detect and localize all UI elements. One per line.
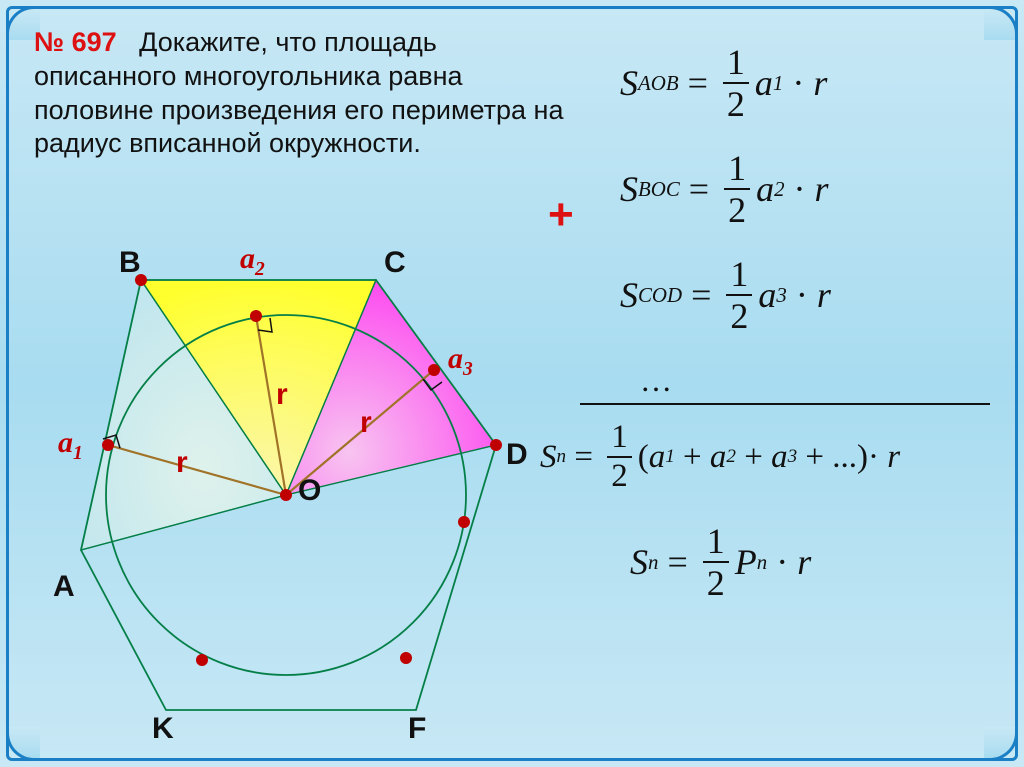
label-D: D [506,438,528,472]
label-C: C [384,246,406,280]
label-a2: a2 [240,242,265,281]
problem-statement: № 697 Докажите, что площадь описанного м… [34,26,564,161]
label-r2: r [276,378,288,412]
formula-SAOB: SAOB = 12 a1 · r [620,44,1000,122]
formula-SBOC: SBOC = 12 a2 · r [620,150,1000,228]
label-r3: r [360,406,372,440]
label-B: B [119,246,141,280]
label-r1: r [176,446,188,480]
pt-t6 [196,654,208,666]
pt-a2 [250,310,262,322]
pt-t4 [458,516,470,528]
label-O: O [298,474,321,508]
plus-sign: + [548,190,574,240]
formula-ellipsis: … [640,362,1000,399]
pt-t5 [400,652,412,664]
formula-final: Sn = 12 Pn · r [630,523,1000,601]
label-a1: a1 [58,426,83,465]
label-K: K [152,712,174,746]
pt-a3 [428,364,440,376]
label-a3: a3 [448,342,473,381]
pt-O [280,489,292,501]
sum-divider [580,403,990,405]
formula-SCOD: SCOD = 12 a3 · r [620,256,1000,334]
formula-sum: Sn = 12 ( a1 + a2 + a3 + ... ) · r [540,421,1000,493]
geometry-diagram: A B C D F K O a1 a2 a3 r r r [26,240,546,740]
label-A: A [53,570,75,604]
label-F: F [408,712,426,746]
formula-block: SAOB = 12 a1 · r SBOC = 12 a2 · r SCOD =… [580,28,1000,629]
problem-number: № 697 [34,27,117,57]
diagram-svg [26,240,546,740]
pt-D [490,439,502,451]
pt-a1 [102,439,114,451]
